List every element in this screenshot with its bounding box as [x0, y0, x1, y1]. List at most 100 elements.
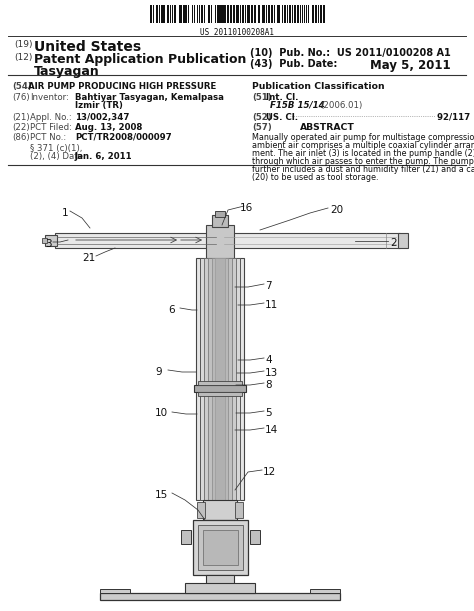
Text: PCT No.:: PCT No.: — [30, 133, 66, 142]
Text: 9: 9 — [155, 367, 162, 377]
Bar — [164, 5, 165, 23]
Text: F15B 15/14: F15B 15/14 — [270, 101, 325, 110]
Bar — [310, 5, 311, 23]
Bar — [193, 520, 248, 575]
Bar — [306, 5, 307, 23]
Bar — [194, 385, 246, 392]
Text: 5: 5 — [265, 408, 272, 418]
Bar — [215, 5, 216, 23]
Text: (57): (57) — [252, 123, 272, 132]
Bar — [398, 233, 408, 248]
Text: 2: 2 — [390, 238, 397, 248]
Text: US 20110100208A1: US 20110100208A1 — [200, 28, 274, 37]
Bar — [45, 235, 57, 246]
Text: (2), (4) Date:: (2), (4) Date: — [30, 152, 86, 161]
Bar — [289, 5, 291, 23]
Bar — [222, 233, 400, 248]
Bar — [251, 5, 253, 23]
Bar — [230, 5, 232, 23]
Text: PCT Filed:: PCT Filed: — [30, 123, 72, 132]
Bar — [268, 5, 270, 23]
Bar — [284, 5, 286, 23]
Bar — [212, 215, 228, 227]
Text: 15: 15 — [155, 490, 168, 500]
Bar — [100, 589, 130, 593]
Bar — [201, 5, 203, 23]
Text: 14: 14 — [265, 425, 278, 435]
Text: (22): (22) — [12, 123, 29, 132]
Bar — [292, 5, 293, 23]
Bar — [185, 583, 255, 593]
Bar — [315, 5, 317, 23]
Bar — [150, 5, 153, 23]
Bar — [203, 500, 237, 520]
Bar — [223, 5, 226, 23]
Bar — [153, 5, 154, 23]
Bar — [304, 5, 305, 23]
Text: Izmir (TR): Izmir (TR) — [75, 101, 123, 110]
Bar — [181, 5, 182, 23]
Bar — [318, 5, 319, 23]
Bar — [275, 5, 276, 23]
Bar — [277, 5, 278, 23]
Bar — [278, 5, 280, 23]
Bar — [100, 593, 340, 600]
Bar — [170, 5, 171, 23]
Bar — [204, 258, 236, 500]
Text: AIR PUMP PRODUCING HIGH PRESSURE: AIR PUMP PRODUCING HIGH PRESSURE — [28, 82, 216, 91]
Bar — [250, 530, 260, 544]
Bar — [310, 589, 340, 593]
Bar — [215, 258, 225, 500]
Bar — [297, 5, 299, 23]
Bar — [167, 5, 169, 23]
Text: Publication Classification: Publication Classification — [252, 82, 384, 91]
Bar — [198, 525, 243, 570]
Text: Inventor:: Inventor: — [30, 93, 69, 102]
Text: (21): (21) — [12, 113, 29, 122]
Text: 1: 1 — [62, 208, 69, 218]
Bar — [217, 5, 218, 23]
Bar — [300, 5, 301, 23]
Text: Tasyagan: Tasyagan — [34, 65, 100, 78]
Bar — [240, 5, 241, 23]
Bar — [294, 5, 296, 23]
Bar — [312, 5, 314, 23]
Text: ambient air comprises a multiple coaxial cylinder arrange-: ambient air comprises a multiple coaxial… — [252, 141, 474, 150]
Text: through which air passes to enter the pump. The pump handle: through which air passes to enter the pu… — [252, 157, 474, 166]
Text: (12): (12) — [14, 53, 32, 62]
Text: 7: 7 — [265, 281, 272, 291]
Bar — [208, 5, 210, 23]
Text: Aug. 13, 2008: Aug. 13, 2008 — [75, 123, 142, 132]
Text: (76): (76) — [12, 93, 29, 102]
Bar — [206, 575, 234, 593]
Text: ment. The air inlet (3) is located in the pump handle (2),: ment. The air inlet (3) is located in th… — [252, 149, 474, 158]
Bar — [242, 5, 244, 23]
Bar — [196, 258, 244, 500]
Bar — [323, 5, 325, 23]
Text: 8: 8 — [265, 380, 272, 390]
Text: 3: 3 — [45, 239, 52, 249]
Bar — [254, 5, 256, 23]
Text: United States: United States — [34, 40, 141, 54]
Bar — [188, 5, 189, 23]
Text: (51): (51) — [252, 93, 272, 102]
Text: 13: 13 — [265, 368, 278, 378]
Text: 10: 10 — [155, 408, 168, 418]
Bar — [282, 5, 283, 23]
Bar — [173, 5, 176, 23]
Bar — [198, 392, 242, 396]
Bar — [197, 502, 205, 518]
Text: (54): (54) — [12, 82, 32, 91]
Bar — [42, 238, 47, 243]
Text: (2006.01): (2006.01) — [320, 101, 362, 110]
Text: 12: 12 — [263, 467, 276, 477]
Bar — [219, 5, 221, 23]
Bar — [190, 5, 191, 23]
Bar — [237, 5, 239, 23]
Bar — [211, 5, 212, 23]
Bar — [208, 258, 232, 500]
Bar — [247, 5, 250, 23]
Bar — [215, 211, 225, 217]
Text: 21: 21 — [82, 253, 95, 263]
Text: Bahtiyar Tasyagan, Kemalpasa: Bahtiyar Tasyagan, Kemalpasa — [75, 93, 224, 102]
